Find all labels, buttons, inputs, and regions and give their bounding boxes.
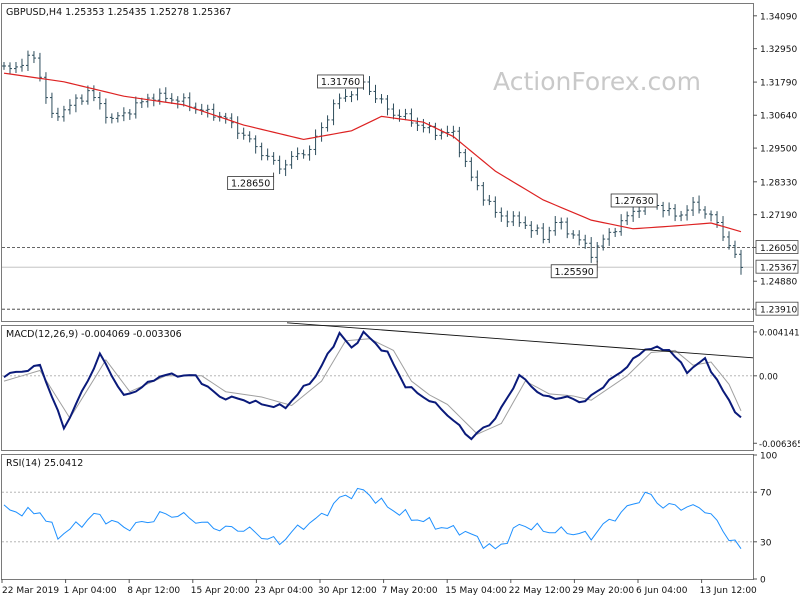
macd-lines [2,322,754,441]
x-axis-label: 22 May 12:00 [509,586,571,596]
rsi-axis-label: 30 [760,538,772,548]
macd-panel-title: MACD(12,26,9) -0.004069 -0.003306 [6,329,182,340]
annotation-label-0: 1.31760 [321,77,360,88]
annotation-box-2 [550,264,598,279]
rsi-panel-title: RSI(14) 25.0412 [6,458,83,469]
x-axis-label: 13 Jun 12:00 [700,586,757,596]
x-axis: 22 Mar 2019 1 Apr 04:00 8 Apr 12:00 15 Apr … [1,579,757,596]
rsi-lines [2,487,753,550]
price-axis-label: 1.32950 [760,45,797,55]
macd-main-path [3,330,742,441]
price-axis-label: 1.30640 [760,112,797,122]
price-axis-label: 1.26050 [760,244,797,254]
price-panel-frame [1,3,754,322]
x-axis-label: 29 May 20:00 [572,586,634,596]
rsi-axis-label: 0 [760,576,766,586]
rsi-axis: 100 70 30 0 [753,452,777,586]
annotation-label-1: 1.28650 [231,179,270,190]
annotation-box-1 [227,176,275,190]
annotation-box-3 [610,193,658,208]
x-axis-label: 23 Apr 04:00 [254,586,313,596]
macd-axis-label: 0.004141 [759,328,800,338]
macd-axis-label: -0.006365 [759,440,800,450]
price-bars [2,50,743,275]
price-axis-label: 1.27190 [760,211,797,221]
rsi-panel-frame [1,454,754,580]
x-axis-label: 1 Apr 04:00 [64,586,117,596]
annotation-label-3: 1.27630 [614,196,653,207]
macd-axis-label: 0.00 [759,372,778,382]
price-axis: 1.34090 1.32950 1.31790 1.30640 1.29500 1.283… [753,12,799,316]
x-axis-label: 15 Apr 20:00 [191,586,250,596]
price-axis-box [755,240,799,254]
price-axis-label: 1.29500 [760,145,797,155]
price-axis-label: 1.24880 [760,278,797,288]
moving-average-path [3,72,742,233]
macd-signal-path [3,338,742,435]
price-level-lines [2,247,753,310]
x-axis-label: 30 Apr 12:00 [318,586,377,596]
rsi-path [3,487,742,550]
annotation-label-2: 1.25590 [555,267,594,278]
price-axis-label: 1.23910 [760,306,797,316]
price-annotations: 1.31760 1.28650 1.25590 1.27630 [227,74,658,279]
x-axis-label: 15 May 04:00 [445,586,507,596]
price-panel-title: GBPUSD,H4 1.25353 1.25435 1.25278 1.2536… [6,7,231,18]
price-axis-box [755,301,799,316]
rsi-axis-label: 100 [760,452,777,462]
price-axis-label: 1.34090 [760,12,797,22]
current-price-box [755,259,799,274]
x-axis-label: 7 May 20:00 [382,586,438,596]
current-price-label: 1.25367 [760,264,797,274]
macd-panel-frame [1,325,754,451]
x-axis-label: 22 Mar 2019 [2,586,59,596]
price-axis-label: 1.31790 [760,79,797,89]
rsi-axis-label: 70 [760,489,772,499]
annotation-box-0 [317,74,364,89]
watermark: ActionForex.com [493,67,701,96]
x-axis-label: 8 Apr 12:00 [127,586,180,596]
moving-average-line [3,72,742,233]
price-axis-label: 1.28330 [760,178,797,188]
x-axis-label: 6 Jun 04:00 [636,586,688,596]
macd-trendline [286,322,754,359]
macd-axis: 0.004141 0.00 -0.006365 [753,328,800,450]
